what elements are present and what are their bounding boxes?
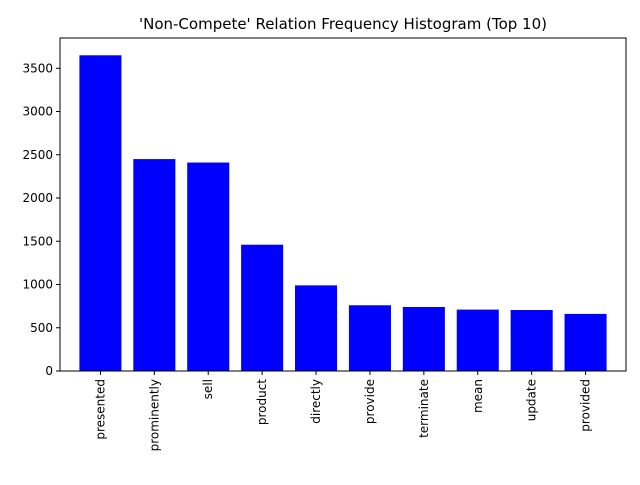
bar-mean: [456, 309, 499, 371]
y-tick-label: 0: [45, 364, 53, 378]
y-tick-label: 3500: [22, 61, 53, 75]
bar-terminate: [402, 306, 445, 371]
x-tick-label: terminate: [417, 379, 431, 438]
bars-group: [79, 55, 607, 371]
x-axis: presented prominently sell product directly p…: [93, 371, 593, 451]
x-tick-label: product: [255, 379, 269, 425]
y-tick-label: 500: [30, 321, 53, 335]
bar-provided: [564, 313, 607, 371]
bar-sell: [187, 162, 230, 371]
x-tick-label: mean: [471, 379, 485, 413]
plot-frame: [59, 37, 627, 372]
y-tick-label: 3000: [22, 105, 53, 119]
x-tick-label: directly: [309, 379, 323, 424]
bar-prominently: [133, 159, 176, 371]
x-tick-label: sell: [201, 379, 215, 399]
y-tick-label: 2500: [22, 148, 53, 162]
y-tick-label: 1000: [22, 278, 53, 292]
x-tick-label: presented: [93, 379, 107, 440]
bar-product: [241, 244, 284, 371]
bar-provide: [348, 305, 391, 371]
y-tick-label: 2000: [22, 191, 53, 205]
bar-presented: [79, 55, 122, 371]
x-tick-label: provide: [363, 379, 377, 424]
x-tick-label: provided: [579, 379, 593, 432]
bar-update: [510, 310, 553, 371]
chart-title: 'Non-Compete' Relation Frequency Histogr…: [139, 15, 547, 33]
x-tick-label: prominently: [147, 379, 161, 451]
bar-directly: [295, 285, 338, 371]
x-tick-label: update: [525, 379, 539, 421]
y-axis: 0 500 1000 1500 2000 2500 3000 3500: [22, 61, 60, 378]
y-tick-label: 1500: [22, 234, 53, 248]
